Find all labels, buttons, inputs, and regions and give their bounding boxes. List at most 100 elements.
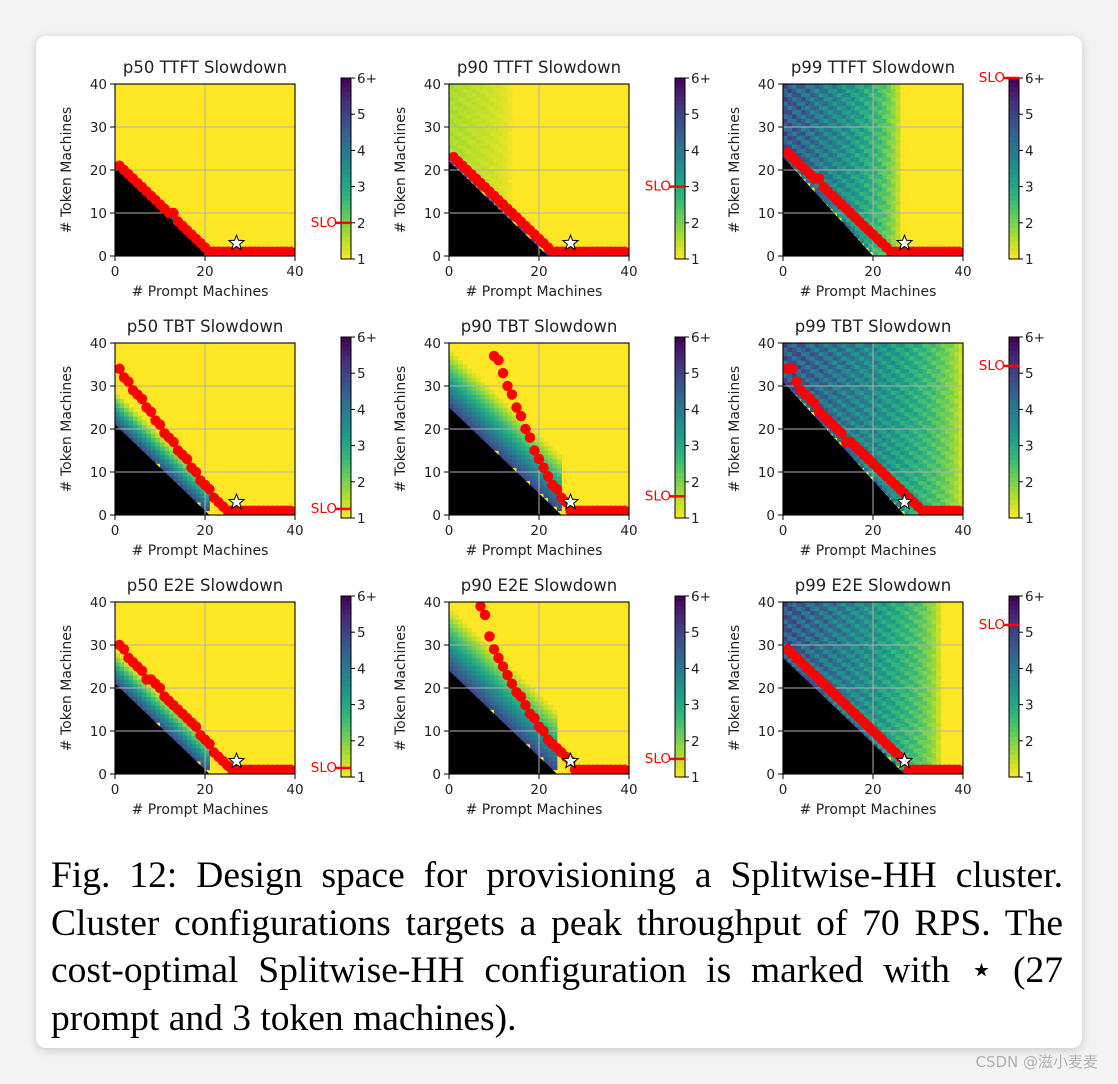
colorbar-segment bbox=[675, 623, 685, 629]
heat-cell bbox=[954, 343, 959, 348]
heat-cell bbox=[814, 191, 820, 197]
heat-cell bbox=[832, 386, 838, 391]
heat-cell bbox=[855, 649, 860, 654]
heat-cell bbox=[877, 386, 883, 391]
heat-cell bbox=[462, 152, 468, 158]
heat-cell bbox=[792, 636, 797, 642]
y-axis-label: # Token Machines bbox=[59, 625, 75, 751]
heat-cell bbox=[837, 640, 842, 646]
colorbar-segment bbox=[675, 427, 685, 433]
heat-cell bbox=[873, 705, 878, 710]
colorbar-segment bbox=[1009, 96, 1019, 102]
heat-cell bbox=[503, 416, 508, 421]
heat-cell bbox=[868, 131, 874, 136]
heat-cell bbox=[918, 390, 923, 395]
heat-cell bbox=[819, 135, 824, 141]
heat-cell bbox=[868, 200, 874, 205]
heat-cell bbox=[453, 649, 459, 654]
heat-cell bbox=[458, 407, 463, 413]
heat-cell bbox=[859, 688, 865, 693]
heat-cell bbox=[922, 450, 928, 456]
colorbar-frame bbox=[340, 77, 352, 260]
heat-cell bbox=[512, 713, 517, 719]
heat-cell bbox=[895, 381, 901, 387]
heat-cell bbox=[873, 437, 878, 443]
heat-cell bbox=[904, 450, 910, 456]
heat-cell bbox=[841, 619, 847, 624]
heat-cell bbox=[873, 84, 878, 89]
heat-cell bbox=[837, 398, 842, 404]
heat-cell bbox=[792, 645, 797, 650]
heat-cell bbox=[552, 450, 558, 456]
heat-cell bbox=[151, 700, 156, 706]
heat-cell bbox=[828, 373, 833, 378]
heat-cell bbox=[868, 139, 874, 145]
heat-cell bbox=[552, 709, 558, 715]
colorbar-segment bbox=[341, 154, 351, 160]
heat-cell bbox=[841, 161, 847, 167]
heat-cell bbox=[796, 645, 802, 650]
heat-cell bbox=[877, 623, 883, 629]
heat-cell bbox=[828, 364, 833, 370]
heat-cell bbox=[877, 165, 883, 171]
heat-cell bbox=[819, 394, 824, 400]
heat-cell bbox=[909, 454, 914, 460]
heat-cell bbox=[173, 476, 179, 481]
heat-cell bbox=[205, 502, 210, 507]
heat-cell bbox=[913, 493, 919, 499]
heat-cell bbox=[485, 679, 490, 685]
heat-cell bbox=[958, 390, 963, 395]
heat-cell bbox=[868, 662, 874, 667]
heat-cell bbox=[805, 632, 811, 637]
heat-cell bbox=[543, 713, 549, 719]
heat-cell bbox=[931, 437, 937, 443]
heat-cell bbox=[801, 627, 806, 633]
heat-cell bbox=[494, 109, 499, 115]
heat-cell bbox=[453, 84, 459, 89]
colorbar-segment bbox=[341, 727, 351, 733]
colorbar-segment bbox=[675, 504, 685, 510]
heat-cell bbox=[814, 381, 820, 387]
heat-cell bbox=[837, 653, 842, 659]
heat-cell bbox=[927, 343, 932, 348]
heat-cell bbox=[940, 373, 946, 378]
heat-cell bbox=[918, 381, 923, 387]
heat-cell bbox=[904, 355, 910, 361]
heat-cell bbox=[913, 467, 919, 473]
heat-cell bbox=[796, 623, 802, 629]
heat-cell bbox=[891, 208, 896, 214]
heat-cell bbox=[900, 454, 905, 460]
heat-cell bbox=[846, 127, 851, 132]
heat-cell bbox=[873, 191, 878, 197]
heat-cell bbox=[850, 398, 856, 404]
heat-cell bbox=[507, 88, 513, 93]
heat-cell bbox=[873, 722, 878, 728]
heat-cell bbox=[850, 407, 856, 413]
colorbar-segment bbox=[675, 373, 685, 379]
heat-cell bbox=[855, 632, 860, 637]
heat-cell bbox=[449, 377, 454, 383]
heat-cell bbox=[832, 84, 838, 89]
colorbar-segment bbox=[1009, 499, 1019, 505]
heat-cell bbox=[837, 381, 842, 387]
heat-cell bbox=[868, 623, 874, 629]
heat-cell bbox=[828, 139, 833, 145]
heat-cell bbox=[864, 627, 869, 633]
heat-cell bbox=[449, 623, 454, 629]
heat-cell bbox=[931, 360, 937, 365]
y-tick-label: 20 bbox=[424, 681, 441, 697]
heat-cell bbox=[855, 127, 860, 132]
heat-cell bbox=[927, 420, 932, 426]
x-tick-label: 20 bbox=[864, 264, 881, 280]
heat-cell bbox=[891, 221, 896, 227]
heat-cell bbox=[859, 84, 865, 89]
heat-cell bbox=[155, 696, 161, 702]
colorbar-segment bbox=[341, 159, 351, 165]
heat-cell bbox=[850, 454, 856, 460]
heat-cell bbox=[895, 208, 901, 214]
heat-cell bbox=[507, 101, 513, 106]
frontier-point bbox=[791, 376, 802, 387]
heat-cell bbox=[841, 394, 847, 400]
heat-cell bbox=[115, 403, 120, 408]
colorbar-segment bbox=[341, 236, 351, 242]
